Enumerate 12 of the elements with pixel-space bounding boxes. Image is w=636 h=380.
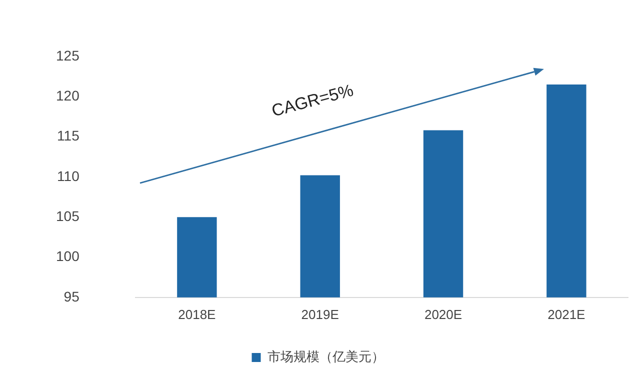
y-tick-label: 125 [56, 47, 80, 64]
y-tick-label: 95 [64, 288, 80, 304]
y-tick-label: 115 [57, 128, 80, 144]
y-tick-label: 100 [56, 248, 80, 264]
y-tick-label: 110 [57, 168, 80, 184]
legend-label: 市场规模（亿美元） [267, 349, 384, 364]
x-tick-label: 2021E [548, 306, 586, 322]
x-tick-label: 2018E [178, 306, 216, 322]
y-tick-label: 105 [56, 208, 80, 224]
x-tick-label: 2019E [301, 306, 340, 322]
y-tick-label: 120 [56, 87, 80, 104]
x-tick-label: 2020E [424, 306, 462, 322]
